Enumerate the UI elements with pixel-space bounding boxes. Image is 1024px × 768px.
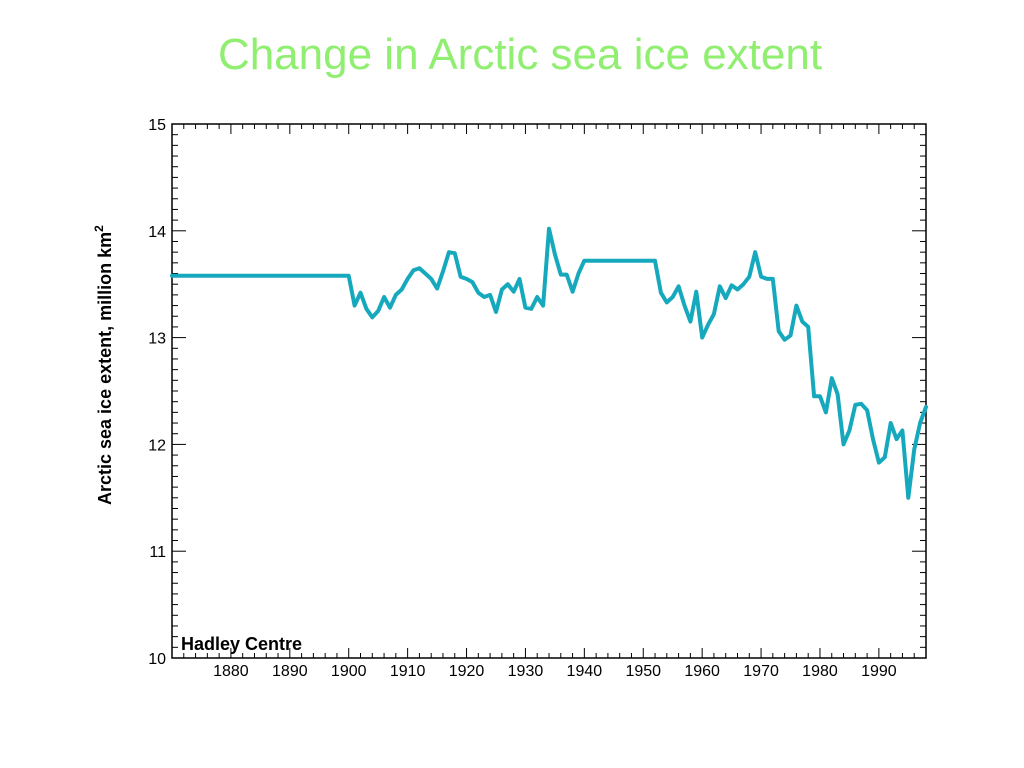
y-tick-label-14: 14 — [148, 224, 166, 241]
x-tick-label-1890: 1890 — [272, 663, 308, 680]
x-tick-label-1980: 1980 — [802, 663, 838, 680]
y-tick-label-10: 10 — [148, 651, 166, 668]
y-tick-label-11: 11 — [149, 544, 166, 561]
x-tick-label-1930: 1930 — [508, 663, 544, 680]
x-tick-label-1940: 1940 — [567, 663, 603, 680]
x-tick-label-1950: 1950 — [625, 663, 661, 680]
x-tick-label-1900: 1900 — [331, 663, 367, 680]
x-tick-label-1880: 1880 — [213, 663, 249, 680]
chart-title: Change in Arctic sea ice extent — [217, 30, 823, 79]
x-tick-label-1990: 1990 — [861, 663, 897, 680]
x-tick-label-1960: 1960 — [684, 663, 720, 680]
x-tick-label-1920: 1920 — [449, 663, 485, 680]
y-tick-label-15: 15 — [148, 117, 166, 134]
y-axis-label-superscript: 2 — [92, 225, 106, 232]
series-line-0 — [170, 226, 928, 500]
y-tick-label-13: 13 — [148, 331, 166, 348]
y-tick-label-12: 12 — [148, 437, 166, 454]
y-axis-label: Arctic sea ice extent, million km2 — [92, 225, 115, 505]
x-tick-label-1970: 1970 — [743, 663, 779, 680]
credit-label: Hadley Centre — [181, 634, 302, 654]
x-tick-label-1910: 1910 — [390, 663, 426, 680]
